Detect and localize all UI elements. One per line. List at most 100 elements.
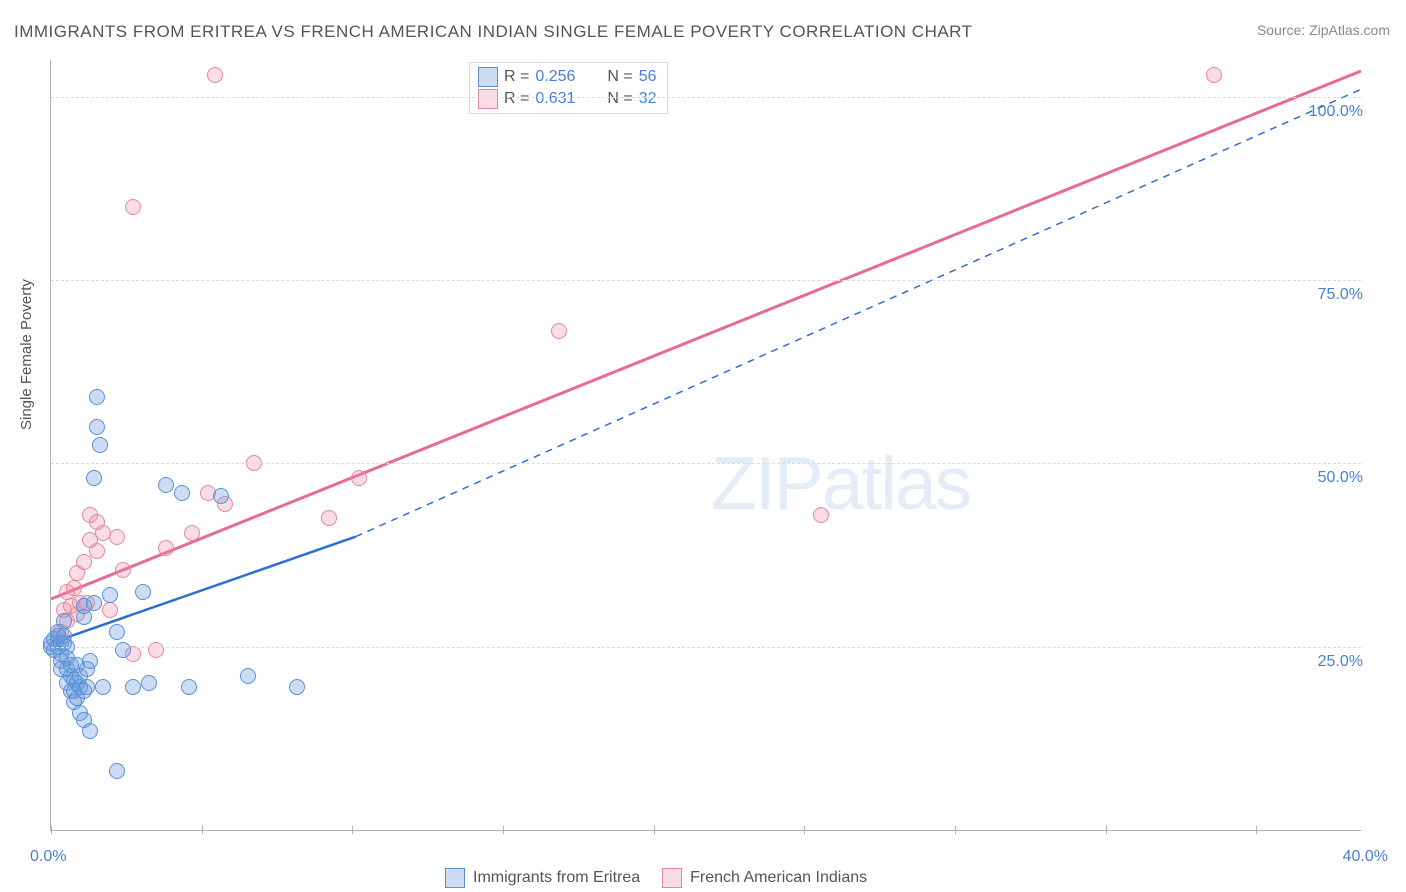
watermark: ZIPatlas	[711, 440, 970, 526]
scatter-point-blue	[43, 635, 59, 651]
scatter-point-blue	[86, 595, 102, 611]
scatter-point-blue	[289, 679, 305, 695]
x-tick	[955, 826, 956, 834]
scatter-point-blue	[79, 679, 95, 695]
n-value-pink: 32	[639, 88, 657, 110]
scatter-point-pink	[72, 595, 88, 611]
scatter-point-blue	[63, 683, 79, 699]
scatter-point-blue	[72, 679, 88, 695]
r-label: R =	[504, 88, 529, 110]
scatter-point-pink	[207, 67, 223, 83]
scatter-point-blue	[69, 675, 85, 691]
scatter-point-blue	[59, 661, 75, 677]
legend-item-blue: Immigrants from Eritrea	[445, 868, 640, 888]
scatter-point-pink	[351, 470, 367, 486]
scatter-point-pink	[50, 631, 66, 647]
scatter-point-blue	[76, 712, 92, 728]
legend-label-pink: French American Indians	[690, 869, 867, 887]
scatter-point-pink	[82, 507, 98, 523]
x-tick	[654, 826, 655, 834]
scatter-point-blue	[56, 635, 72, 651]
correlation-legend: R = 0.256 N = 56 R = 0.631 N = 32	[469, 62, 668, 114]
scatter-point-blue	[59, 675, 75, 691]
y-tick-label: 50.0%	[1318, 469, 1363, 487]
x-tick	[1256, 826, 1257, 834]
chart-points-layer	[51, 60, 1361, 830]
scatter-point-pink	[76, 554, 92, 570]
gridline	[51, 463, 1361, 464]
scatter-point-pink	[89, 543, 105, 559]
correlation-row-pink: R = 0.631 N = 32	[478, 88, 657, 110]
scatter-point-blue	[82, 723, 98, 739]
scatter-point-pink	[321, 510, 337, 526]
scatter-point-blue	[109, 624, 125, 640]
scatter-point-blue	[135, 584, 151, 600]
scatter-point-pink	[66, 580, 82, 596]
scatter-point-blue	[158, 477, 174, 493]
scatter-point-pink	[125, 646, 141, 662]
y-tick-label: 25.0%	[1318, 653, 1363, 671]
scatter-point-blue	[69, 657, 85, 673]
scatter-point-blue	[102, 587, 118, 603]
scatter-point-blue	[125, 679, 141, 695]
scatter-point-blue	[72, 668, 88, 684]
scatter-point-blue	[95, 679, 111, 695]
scatter-point-pink	[82, 532, 98, 548]
x-axis-max-label: 40.0%	[1343, 848, 1388, 866]
scatter-point-blue	[115, 642, 131, 658]
scatter-point-pink	[551, 323, 567, 339]
scatter-point-pink	[148, 642, 164, 658]
scatter-point-blue	[53, 661, 69, 677]
scatter-point-blue	[92, 437, 108, 453]
scatter-point-pink	[53, 624, 69, 640]
scatter-point-pink	[200, 485, 216, 501]
x-axis-min-label: 0.0%	[30, 848, 66, 866]
x-tick	[1106, 826, 1107, 834]
scatter-point-blue	[63, 668, 79, 684]
scatter-point-pink	[95, 525, 111, 541]
chart-title: IMMIGRANTS FROM ERITREA VS FRENCH AMERIC…	[14, 22, 973, 42]
scatter-point-blue	[66, 694, 82, 710]
scatter-point-pink	[69, 565, 85, 581]
scatter-point-pink	[59, 613, 75, 629]
n-label: N =	[607, 66, 632, 88]
gridline	[51, 647, 1361, 648]
r-value-blue: 0.256	[535, 66, 575, 88]
scatter-point-blue	[141, 675, 157, 691]
scatter-point-blue	[213, 488, 229, 504]
trend-line	[51, 537, 356, 643]
legend-label-blue: Immigrants from Eritrea	[473, 869, 640, 887]
x-tick	[804, 826, 805, 834]
legend-item-pink: French American Indians	[662, 868, 867, 888]
scatter-point-blue	[56, 613, 72, 629]
correlation-row-blue: R = 0.256 N = 56	[478, 66, 657, 88]
scatter-point-blue	[174, 485, 190, 501]
y-tick-label: 100.0%	[1309, 103, 1363, 121]
scatter-point-blue	[50, 628, 66, 644]
scatter-point-pink	[102, 602, 118, 618]
scatter-point-blue	[86, 470, 102, 486]
scatter-point-blue	[50, 624, 66, 640]
scatter-point-blue	[89, 419, 105, 435]
scatter-point-blue	[66, 672, 82, 688]
scatter-point-blue	[76, 683, 92, 699]
scatter-point-blue	[240, 668, 256, 684]
scatter-point-blue	[63, 657, 79, 673]
scatter-point-pink	[79, 595, 95, 611]
scatter-point-blue	[76, 598, 92, 614]
scatter-point-pink	[115, 562, 131, 578]
series-legend: Immigrants from Eritrea French American …	[445, 868, 867, 888]
scatter-point-pink	[184, 525, 200, 541]
scatter-point-blue	[72, 705, 88, 721]
gridline	[51, 280, 1361, 281]
y-axis-label: Single Female Poverty	[18, 279, 35, 430]
scatter-point-blue	[89, 389, 105, 405]
scatter-point-blue	[53, 635, 69, 651]
x-tick	[202, 826, 203, 834]
scatter-point-blue	[69, 690, 85, 706]
scatter-point-blue	[181, 679, 197, 695]
n-value-blue: 56	[639, 66, 657, 88]
scatter-point-blue	[76, 609, 92, 625]
scatter-point-pink	[89, 514, 105, 530]
watermark-atlas: atlas	[822, 441, 970, 525]
